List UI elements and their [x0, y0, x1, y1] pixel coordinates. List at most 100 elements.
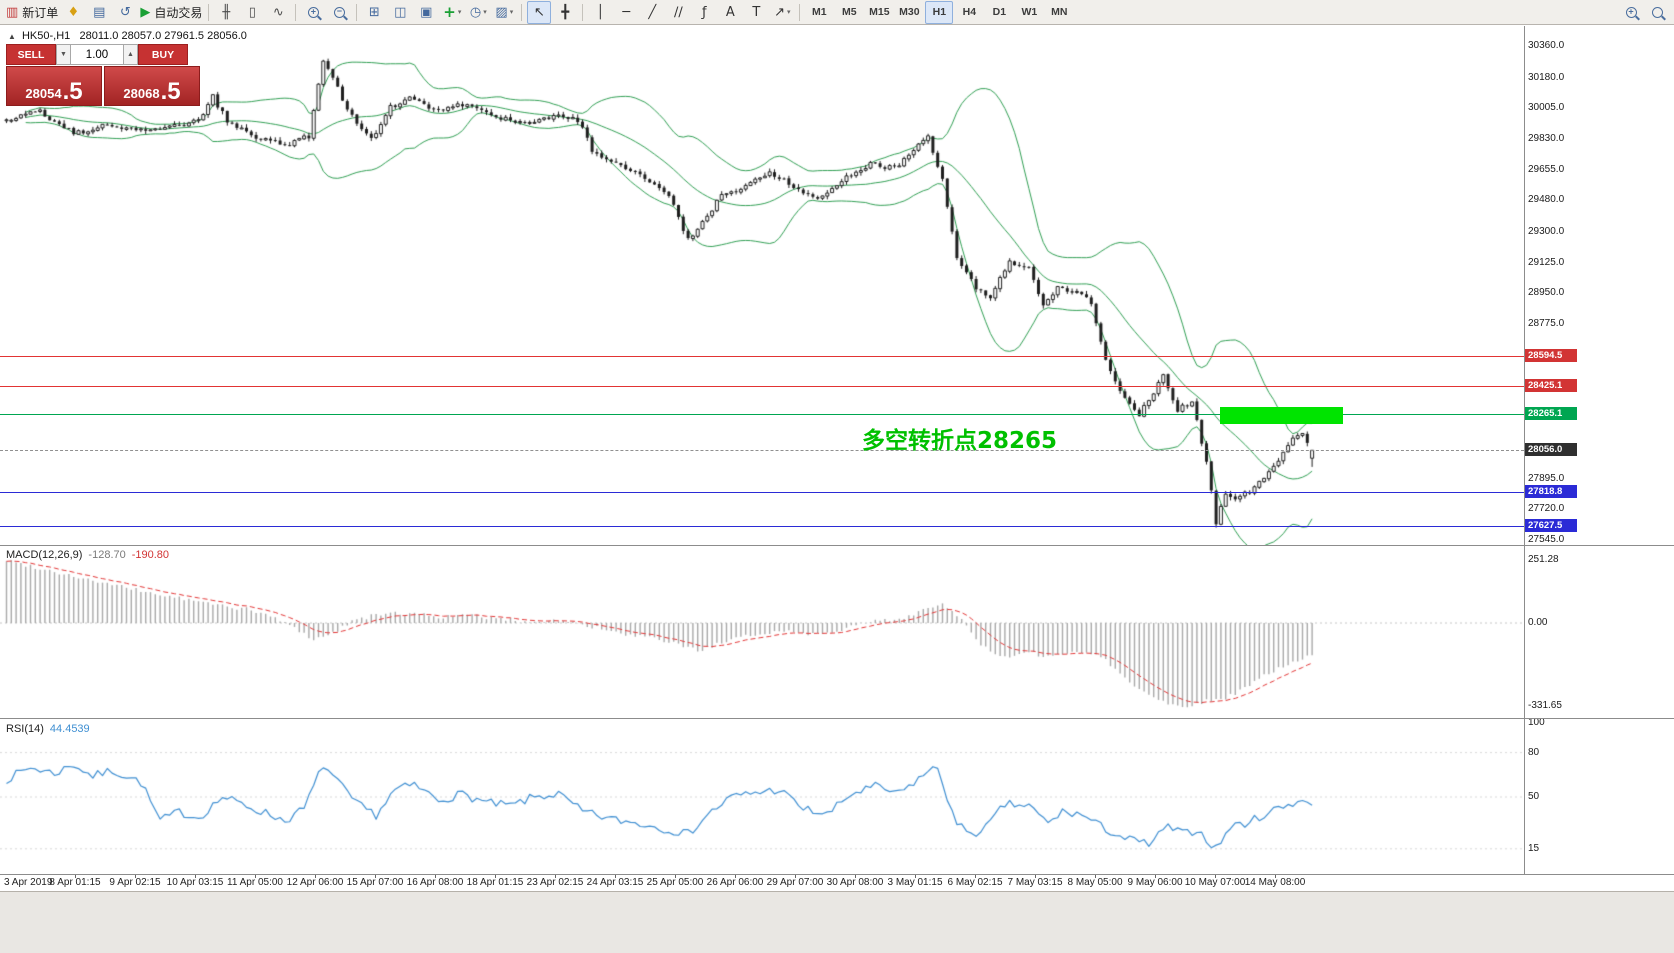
channel-button[interactable]: ∕∕	[666, 1, 690, 24]
price-axis-label: 29300.0	[1528, 226, 1565, 238]
horizontal-level-line[interactable]	[0, 526, 1524, 527]
time-axis[interactable]	[0, 875, 1674, 891]
sell-button[interactable]: SELL	[6, 44, 56, 65]
time-axis-tick	[1155, 875, 1156, 878]
periods-icon: ◷	[469, 4, 482, 20]
bar-chart-button[interactable]: ╫	[214, 1, 238, 24]
timeframe-w1-button[interactable]: W1	[1021, 6, 1038, 18]
time-axis-label: 26 Apr 06:00	[706, 877, 764, 888]
trendline-button[interactable]: ╱	[640, 1, 664, 24]
price-axis-label: 27545.0	[1528, 534, 1565, 545]
time-axis-tick	[375, 875, 376, 878]
text-label-button[interactable]: T	[744, 1, 768, 24]
timeframe-m15-button[interactable]: M15	[869, 6, 890, 18]
cascade-windows-button[interactable]: ◫	[388, 1, 412, 24]
chart-ohlc-values: 28011.0 28057.0 27961.5 28056.0	[79, 30, 247, 42]
fibonacci-button[interactable]: ƒ	[692, 1, 716, 24]
refresh-button[interactable]: ↺	[113, 1, 137, 24]
time-axis-label: 9 Apr 02:15	[109, 877, 161, 888]
chart-annotation-text[interactable]: 多空转折点28265	[862, 428, 1058, 454]
templates-button[interactable]: ▨ ▾	[492, 1, 516, 24]
search-zoom-button[interactable]	[1619, 1, 1643, 24]
macd-axis-label: 251.28	[1528, 554, 1559, 565]
macd-axis-label: 0.00	[1528, 617, 1548, 628]
volume-input[interactable]	[71, 44, 123, 65]
buy-button[interactable]: BUY	[138, 44, 188, 65]
templates-icon: ▨	[495, 4, 508, 20]
timeframe-h4-button[interactable]: H4	[962, 6, 977, 18]
tile-windows-button[interactable]: ⊞	[362, 1, 386, 24]
horizontal-level-line[interactable]	[0, 386, 1524, 387]
panel-resize-divider[interactable]	[0, 874, 1674, 875]
cursor-button[interactable]: ↖	[527, 0, 552, 24]
rsi-axis-label: 80	[1528, 746, 1540, 758]
timeframe-m1-button[interactable]: M1	[812, 6, 827, 18]
volume-decrease-button[interactable]: ▼	[56, 44, 71, 65]
price-chart-canvas[interactable]	[0, 26, 1524, 545]
time-axis-tick	[315, 875, 316, 878]
macd-canvas[interactable]	[0, 546, 1524, 718]
buy-price-pips: .5	[160, 77, 181, 105]
timeframe-h1-button[interactable]: H1	[925, 0, 954, 24]
zoom-in-button[interactable]	[301, 1, 325, 24]
horizontal-line-button[interactable]: ─	[614, 1, 638, 24]
line-chart-button[interactable]: ∿	[266, 1, 290, 24]
horizontal-level-line[interactable]	[0, 414, 1524, 415]
zoom-out-button[interactable]	[327, 1, 351, 24]
volume-increase-button[interactable]: ▲	[123, 44, 138, 65]
arrows-button[interactable]: ↗ ▾	[770, 1, 794, 24]
indicators-button[interactable]: + ▾	[440, 1, 464, 24]
time-axis-label: 11 Apr 05:00	[227, 877, 283, 888]
search-button[interactable]	[1645, 1, 1669, 24]
dropdown-arrow-icon: ▾	[483, 9, 487, 16]
toolbar: ▥新订单♦▤↺▶自动交易╫▯∿⊞◫▣+▾◷▾▨▾↖╋│─╱∕∕ƒAT↗▾M1M5…	[0, 0, 1674, 25]
rsi-axis-label: 50	[1528, 791, 1540, 802]
market-watch-button[interactable]: ♦	[61, 1, 85, 24]
arrange-windows-icon: ▣	[420, 4, 433, 20]
price-axis-border	[1524, 26, 1525, 874]
magnifier-icon	[1651, 6, 1663, 18]
timeframe-mn-button[interactable]: MN	[1051, 6, 1068, 18]
data-window-icon: ▤	[93, 4, 106, 20]
panel-collapse-icon[interactable]: ▲	[8, 32, 16, 41]
rsi-canvas[interactable]	[0, 719, 1524, 874]
horizontal-level-line[interactable]	[0, 492, 1524, 493]
buy-price-button[interactable]: 28068.5	[104, 66, 200, 106]
price-axis-label: 29125.0	[1528, 256, 1565, 268]
timeframe-m5-button[interactable]: M5	[842, 6, 857, 18]
time-axis-label: 10 May 07:00	[1184, 877, 1246, 888]
candlestick-chart-button[interactable]: ▯	[240, 1, 264, 24]
panel-resize-divider[interactable]	[0, 545, 1674, 546]
text-button[interactable]: A	[718, 1, 742, 24]
cursor-icon: ↖	[533, 4, 545, 20]
price-axis-label: 30005.0	[1528, 102, 1565, 114]
autotrading-button[interactable]: ▶ 自动交易	[139, 1, 203, 24]
crosshair-button[interactable]: ╋	[553, 1, 577, 24]
timeframe-d1-button[interactable]: D1	[992, 6, 1007, 18]
current-price-line	[0, 450, 1524, 451]
horizontal-level-line[interactable]	[0, 356, 1524, 357]
time-axis-tick	[555, 875, 556, 878]
new-order-button[interactable]: ▥ 新订单	[5, 1, 59, 24]
vertical-line-icon: │	[596, 4, 605, 20]
time-axis-tick	[795, 875, 796, 878]
time-axis-label: 3 Apr 2019	[4, 877, 53, 888]
time-axis-tick	[735, 875, 736, 878]
panel-resize-divider[interactable]	[0, 718, 1674, 719]
arrange-windows-button[interactable]: ▣	[414, 1, 438, 24]
highlight-rectangle[interactable]	[1220, 407, 1343, 424]
new-order-icon: ▥	[6, 4, 19, 20]
periods-button[interactable]: ◷ ▾	[466, 1, 490, 24]
vertical-line-button[interactable]: │	[588, 1, 612, 24]
time-axis-label: 25 Apr 05:00	[646, 877, 704, 888]
magnifier-plus-icon	[307, 6, 319, 18]
time-axis-tick	[495, 875, 496, 878]
sell-price-button[interactable]: 28054.5	[6, 66, 102, 106]
timeframe-m30-button[interactable]: M30	[899, 6, 920, 18]
time-axis-tick	[855, 875, 856, 878]
time-axis-tick	[195, 875, 196, 878]
data-window-button[interactable]: ▤	[87, 1, 111, 24]
price-axis-label: 28950.0	[1528, 287, 1565, 299]
arrows-icon: ↗	[774, 4, 786, 20]
